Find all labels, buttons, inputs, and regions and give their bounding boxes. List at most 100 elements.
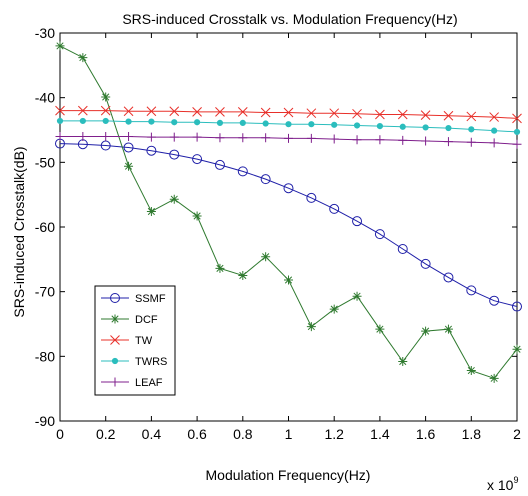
x-tick-label: 0.8 [233, 426, 253, 442]
marker-plus [306, 133, 316, 143]
legend-marker [111, 357, 119, 365]
marker-asterisk [261, 252, 271, 262]
marker-asterisk [352, 291, 362, 301]
x-tick-label: 0.2 [96, 426, 116, 442]
marker-x [489, 112, 500, 122]
data-point-twrs [148, 118, 155, 125]
legend-marker [110, 314, 120, 324]
marker-plus [398, 135, 408, 145]
data-point-dcf [284, 275, 293, 285]
marker-asterisk [55, 41, 65, 51]
marker-dot [399, 123, 406, 130]
data-point-twrs [194, 119, 201, 126]
marker-asterisk [306, 322, 316, 332]
legend-marker [110, 335, 120, 345]
marker-asterisk [329, 304, 339, 314]
data-point-ssmf [352, 216, 363, 227]
y-axis-label: SRS-induced Crosstalk(dB) [11, 146, 27, 317]
marker-dot [422, 124, 429, 131]
x-tick-label: 0.6 [187, 426, 207, 442]
data-point-ssmf [374, 229, 385, 240]
marker-dot [491, 127, 498, 134]
marker-plus [215, 133, 225, 143]
marker-plus [124, 131, 134, 141]
x-tick-label: 1.6 [416, 426, 436, 442]
marker-plus [329, 134, 339, 144]
legend-label: DCF [135, 314, 158, 326]
x-axis-label: Modulation Frequency(Hz) [206, 467, 371, 483]
data-point-dcf [512, 344, 522, 354]
data-point-twrs [102, 117, 109, 125]
marker-circle [169, 149, 180, 160]
marker-circle [260, 174, 271, 185]
marker-x [77, 105, 88, 116]
marker-plus [55, 131, 65, 141]
marker-plus [192, 132, 202, 142]
data-point-tw [237, 107, 248, 117]
marker-dot [285, 121, 292, 128]
data-point-twrs [422, 124, 429, 131]
series-line-ssmf [59, 143, 518, 307]
marker-plus [375, 135, 385, 145]
data-point-twrs [399, 123, 406, 130]
marker-asterisk [215, 263, 225, 273]
marker-dot [468, 126, 475, 133]
marker-asterisk [124, 161, 134, 171]
marker-x [192, 107, 202, 117]
data-point-ssmf [420, 258, 431, 269]
data-point-twrs [56, 117, 64, 125]
data-point-twrs [79, 117, 86, 125]
data-point-twrs [376, 123, 383, 130]
data-point-ssmf [306, 192, 317, 203]
data-point-dcf [421, 326, 431, 336]
legend-marker [110, 377, 120, 387]
data-point-leaf [238, 133, 248, 143]
marker-dot [56, 117, 64, 125]
data-point-dcf [398, 357, 408, 367]
data-point-tw [215, 107, 225, 117]
legend-item: TWRS [101, 356, 167, 368]
data-point-dcf [329, 304, 339, 314]
data-point-twrs [308, 121, 315, 128]
data-point-leaf [146, 132, 156, 142]
marker-asterisk [78, 53, 88, 63]
data-point-dcf [466, 366, 476, 376]
legend-item: DCF [101, 314, 158, 326]
data-point-leaf [306, 133, 316, 143]
marker-asterisk [238, 271, 248, 280]
marker-x [260, 107, 271, 118]
data-point-leaf [375, 135, 385, 145]
marker-dot [79, 117, 86, 125]
series-twrs [56, 117, 521, 136]
marker-plus [169, 132, 179, 142]
marker-plus [238, 133, 248, 143]
data-point-twrs [239, 119, 246, 126]
marker-x [283, 107, 294, 118]
data-point-ssmf [260, 174, 271, 185]
marker-x [146, 106, 157, 117]
marker-x [466, 111, 477, 122]
marker-dot [148, 118, 155, 125]
marker-asterisk [110, 314, 120, 324]
marker-dot [125, 118, 132, 125]
marker-x [215, 107, 225, 117]
data-point-leaf [421, 136, 431, 146]
marker-x [169, 106, 180, 117]
data-point-tw [420, 110, 431, 120]
data-point-dcf [352, 291, 362, 301]
data-point-twrs [513, 128, 521, 136]
data-point-dcf [306, 322, 316, 332]
marker-asterisk [489, 373, 499, 383]
data-point-twrs [491, 127, 498, 134]
marker-plus [352, 135, 362, 145]
marker-asterisk [443, 324, 453, 334]
marker-circle [489, 295, 500, 306]
data-point-twrs [468, 126, 475, 133]
marker-dot [102, 117, 109, 125]
marker-asterisk [375, 324, 385, 334]
data-point-dcf [238, 271, 248, 280]
data-point-ssmf [489, 295, 500, 306]
marker-circle [123, 142, 134, 153]
data-point-tw [466, 111, 477, 122]
marker-plus [466, 137, 476, 147]
